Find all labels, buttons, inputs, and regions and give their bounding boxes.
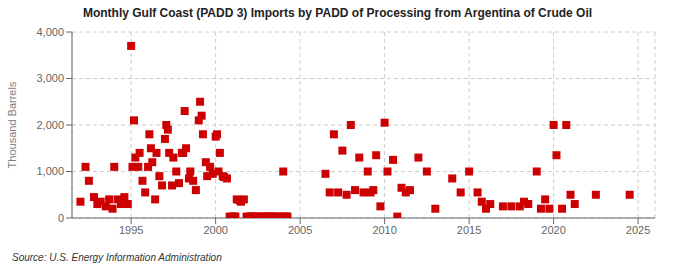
svg-text:2005: 2005 [288,224,312,236]
svg-text:2000: 2000 [203,224,227,236]
svg-text:2015: 2015 [457,224,481,236]
html-text:Source: U.S. Energy Informatio: Source: U.S. Energy Information Administ… [12,252,222,263]
svg-text:2020: 2020 [541,224,565,236]
svg-text:2,000: 2,000 [36,119,64,131]
svg-text:Thousand Barrels: Thousand Barrels [8,81,18,168]
svg-text:2010: 2010 [372,224,396,236]
svg-text:3,000: 3,000 [36,72,64,84]
html-text:Monthly Gulf Coast (PADD 3) Im: Monthly Gulf Coast (PADD 3) Imports by P… [82,6,593,20]
svg-text:4,000: 4,000 [36,26,64,38]
svg-text:1995: 1995 [119,224,143,236]
svg-text:1,000: 1,000 [36,165,64,177]
svg-text:2025: 2025 [626,224,650,236]
svg-text:0: 0 [58,212,64,224]
